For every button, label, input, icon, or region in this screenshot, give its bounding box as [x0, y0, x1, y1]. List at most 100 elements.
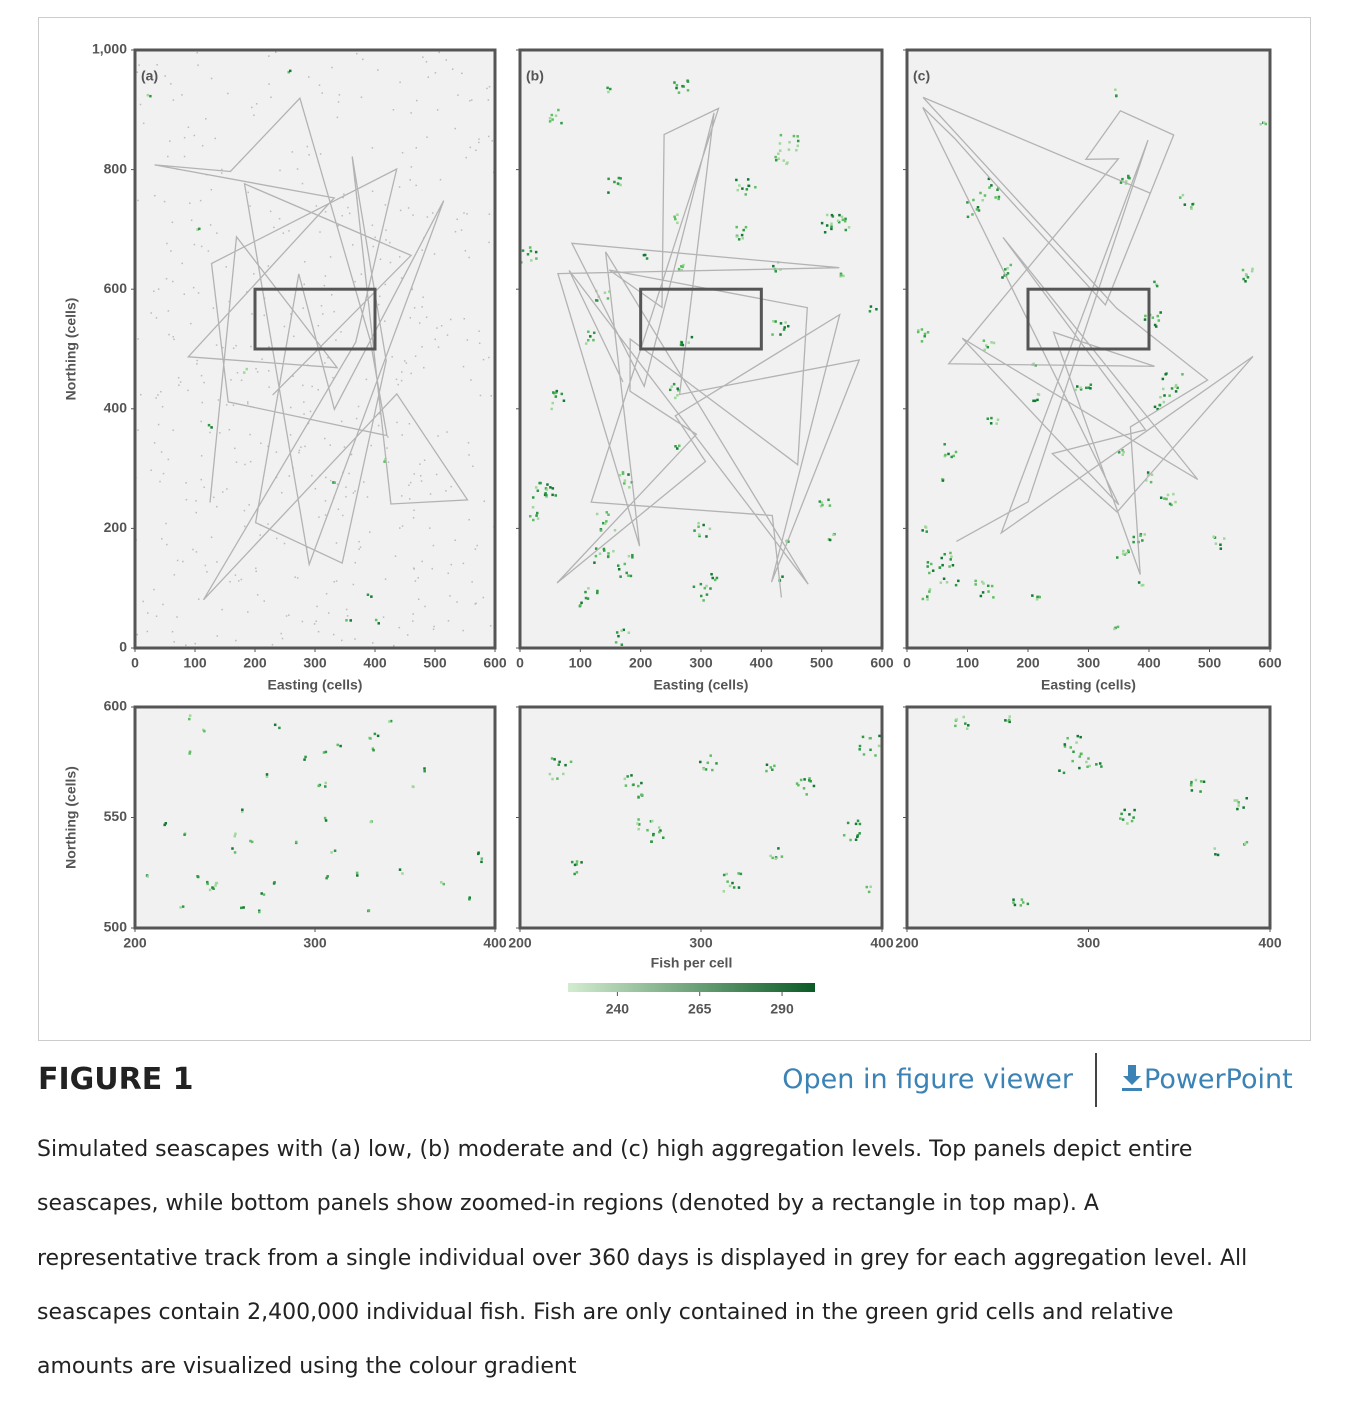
- fish-cell: [188, 750, 192, 754]
- noise-cell: [354, 280, 356, 283]
- noise-cell: [249, 205, 251, 207]
- caption-line: representative track from a single indiv…: [37, 1245, 1248, 1271]
- noise-cell: [330, 294, 333, 296]
- noise-cell: [256, 371, 259, 373]
- fish-cell: [544, 492, 547, 495]
- fish-cell: [698, 534, 701, 538]
- fish-cell: [606, 86, 609, 90]
- fish-cell: [837, 220, 841, 224]
- zoom-box: [253, 287, 377, 351]
- noise-cell: [434, 72, 437, 74]
- fish-cell: [480, 857, 484, 860]
- fish-cell: [954, 724, 957, 728]
- fish-cell: [728, 884, 732, 888]
- fish-cell: [731, 881, 734, 885]
- y-tick-label: 600: [104, 280, 128, 296]
- download-link[interactable]: PowerPoint: [1120, 1058, 1293, 1102]
- noise-cell: [463, 317, 465, 320]
- fish-cell: [1121, 818, 1125, 821]
- y-tick-label: 600: [104, 698, 128, 714]
- fish-cell: [303, 758, 306, 761]
- fish-cell: [955, 718, 958, 721]
- noise-cell: [280, 632, 282, 635]
- fish-cell: [587, 339, 590, 342]
- viewer-link[interactable]: Open in figure viewer: [782, 1064, 1073, 1095]
- fish-cell: [326, 875, 329, 878]
- noise-cell: [363, 481, 365, 483]
- fish-cell: [181, 905, 185, 908]
- noise-cell: [337, 508, 340, 510]
- fish-cell: [942, 577, 946, 581]
- noise-cell: [302, 384, 304, 387]
- noise-cell: [232, 347, 235, 350]
- fish-cell: [1172, 492, 1175, 496]
- fish-cell: [1004, 268, 1007, 271]
- noise-cell: [417, 577, 419, 579]
- fish-cell: [1178, 196, 1182, 199]
- fish-cell: [636, 822, 639, 825]
- download-text[interactable]: PowerPoint: [1144, 1064, 1293, 1095]
- fish-cell: [367, 909, 371, 912]
- fish-cell: [609, 87, 612, 91]
- noise-cell: [384, 204, 387, 206]
- noise-cell: [324, 275, 327, 277]
- noise-cell: [170, 83, 172, 85]
- fish-cell: [1144, 479, 1148, 482]
- noise-cell: [313, 623, 316, 625]
- fish-cell: [146, 875, 149, 878]
- fish-cell: [985, 344, 988, 347]
- noise-cell: [185, 482, 187, 484]
- noise-cell: [308, 154, 310, 156]
- fish-cell: [676, 447, 679, 450]
- noise-cell: [411, 288, 414, 291]
- noise-cell: [181, 262, 183, 265]
- noise-cell: [488, 213, 491, 215]
- fish-cell: [623, 562, 627, 566]
- fish-cell: [737, 238, 741, 241]
- x-tick-label: 200: [1016, 655, 1040, 671]
- fish-cell: [1086, 765, 1089, 769]
- fish-cell: [1127, 550, 1130, 554]
- fish-cell: [796, 139, 800, 143]
- noise-cell: [185, 644, 187, 647]
- noise-cell: [412, 214, 414, 216]
- noise-cell: [290, 313, 292, 315]
- fish-cell: [164, 822, 168, 825]
- noise-cell: [142, 122, 145, 125]
- fish-cell: [868, 736, 872, 740]
- noise-cell: [478, 342, 481, 345]
- fish-cell: [1032, 399, 1035, 403]
- fish-cell: [980, 580, 984, 584]
- noise-cell: [268, 83, 270, 85]
- noise-cell: [413, 509, 415, 512]
- fish-cell: [1113, 627, 1116, 631]
- noise-cell: [221, 491, 224, 493]
- noise-cell: [387, 436, 389, 438]
- noise-cell: [418, 322, 421, 324]
- fish-cell: [557, 763, 561, 766]
- fish-cell: [982, 339, 986, 342]
- fish-cell: [997, 197, 1000, 201]
- fish-cell: [550, 407, 553, 411]
- fish-cell: [1069, 746, 1072, 749]
- fish-cell: [584, 590, 587, 594]
- noise-cell: [368, 531, 371, 533]
- noise-cell: [487, 135, 490, 138]
- noise-cell: [433, 253, 436, 255]
- fish-cell: [854, 822, 858, 826]
- fish-cell: [967, 724, 970, 727]
- fish-cell: [1085, 386, 1088, 390]
- fish-cell: [676, 221, 679, 225]
- fish-cell: [715, 576, 719, 580]
- noise-cell: [293, 335, 295, 338]
- fish-cell: [916, 330, 920, 334]
- fish-cell: [1075, 741, 1078, 744]
- noise-cell: [329, 256, 332, 258]
- noise-cell: [200, 478, 203, 481]
- noise-cell: [379, 413, 381, 415]
- fish-cell: [825, 213, 829, 217]
- noise-cell: [479, 394, 482, 397]
- caption-line: seascapes contain 2,400,000 individual f…: [37, 1299, 1174, 1325]
- fish-cell: [722, 873, 726, 877]
- fish-cell: [183, 833, 186, 836]
